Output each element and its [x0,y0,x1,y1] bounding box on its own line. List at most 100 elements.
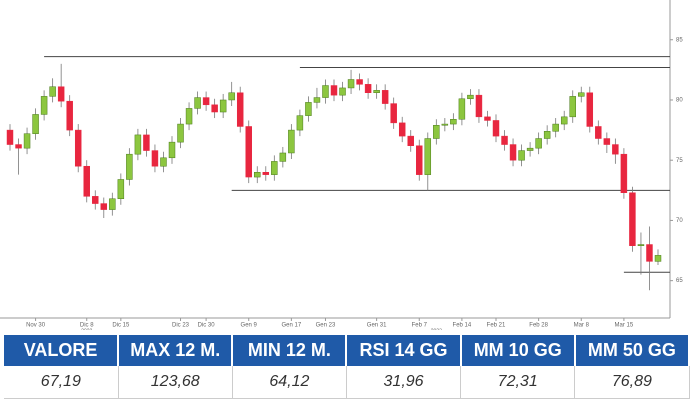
header-row: VALORE MAX 12 M. MIN 12 M. RSI 14 GG MM 10 G… [4,335,691,366]
candle-body [629,192,636,246]
chart: 65 70 75 80 85 Nov 30 Dic 8 Dic 15 Dic 23 Dic 30 G… [0,0,683,330]
year-label: 2023 [431,328,442,330]
candle-body [518,150,525,161]
candle-body [322,85,329,98]
candle-body [134,134,142,155]
candle-body [501,135,508,145]
candle-body [143,134,150,151]
candle-body [603,138,611,145]
candle-body [560,116,568,125]
candle-body [467,94,474,100]
value-cell: 76,89 [574,366,690,399]
candle-body [254,172,261,178]
x-tick-label: Dic 23 [172,323,190,329]
candle-body [347,79,355,89]
candle-body [552,123,559,132]
candle-body [381,90,389,104]
year-label: 2022 [81,328,92,330]
x-tick-label: Dic 8 [80,323,94,329]
x-tick-label: Gen 9 [241,323,258,329]
candle-body [620,153,628,193]
candle-body [160,157,167,167]
y-tick-label: 65 [676,278,683,284]
candle-body [458,98,466,120]
candle-body [364,84,372,94]
candle-body [74,129,82,167]
candle-body [23,133,31,149]
candle-body [450,119,457,125]
candle-body [535,138,542,149]
candle-body [177,123,184,143]
value-cell: 123,68 [118,366,233,399]
y-tick-label: 70 [676,218,683,224]
candle-body [126,153,133,180]
y-tick-label: 75 [676,158,683,164]
candle-body [390,103,397,124]
candle-body [569,96,576,118]
candle-body [330,85,338,96]
candle-body [313,97,321,103]
candle-body [151,150,159,167]
x-tick-label: Feb 14 [453,323,472,329]
candle-body [373,90,380,94]
x-tick-label: Nov 30 [26,323,46,329]
header-cell: MIN 12 M. [232,335,348,366]
candle-body [92,196,99,204]
x-tick-label: Mar 8 [574,323,590,329]
candle-body [6,129,14,145]
candle-body [646,244,653,262]
candle-body [398,122,406,137]
candle-body [288,129,295,154]
candle-body [236,92,244,127]
candle-body [654,255,662,262]
candle-body [492,120,500,137]
stats-table: VALORE MAX 12 M. MIN 12 M. RSI 14 GG MM 10 G… [4,335,691,399]
candle-body [245,126,252,178]
candle-body [211,104,218,113]
candle-body [49,86,56,97]
candle-body [168,141,176,159]
candle-body [416,145,423,175]
candle-body [15,144,22,149]
value-cell: 67,19 [4,366,119,399]
candle-body [117,179,125,200]
x-tick-label: Feb 7 [412,323,428,329]
candle-body [194,97,201,109]
candle-body [296,115,304,131]
candle-body [586,92,594,127]
candle-body [526,147,534,151]
candle-body [424,138,432,175]
y-tick-label: 80 [676,98,683,104]
candle-body [279,152,287,162]
candle-body [356,79,363,85]
candle-body [612,144,619,155]
header-cell: VALORE [4,335,120,366]
x-tick-label: Dic 15 [112,323,130,329]
candle-body [228,92,235,101]
candle-body [100,203,108,210]
x-tick-label: Feb 21 [487,323,506,329]
candle-body [219,99,227,113]
candle-body [509,144,517,161]
y-tick-label: 85 [676,37,683,43]
value-cell: 31,96 [346,366,462,399]
x-tick-label: Mar 15 [615,323,634,329]
candle-body [202,97,210,106]
candle-body [637,244,645,246]
header-cell: MM 10 GG [460,335,576,366]
candle-body [271,161,278,175]
candle-body [339,87,346,96]
candle-body [32,114,39,134]
candle-body [407,135,414,146]
candle-body [109,198,116,210]
candle-body [433,125,440,139]
x-tick-label: Dic 30 [198,323,216,329]
value-cell: 64,12 [232,366,347,399]
header-cell: MM 50 GG [574,335,691,366]
candle-body [83,165,90,197]
x-tick-label: Feb 28 [529,323,548,329]
candle-body [57,86,65,102]
value-cell: 72,31 [460,366,576,399]
candle-body [484,116,491,121]
